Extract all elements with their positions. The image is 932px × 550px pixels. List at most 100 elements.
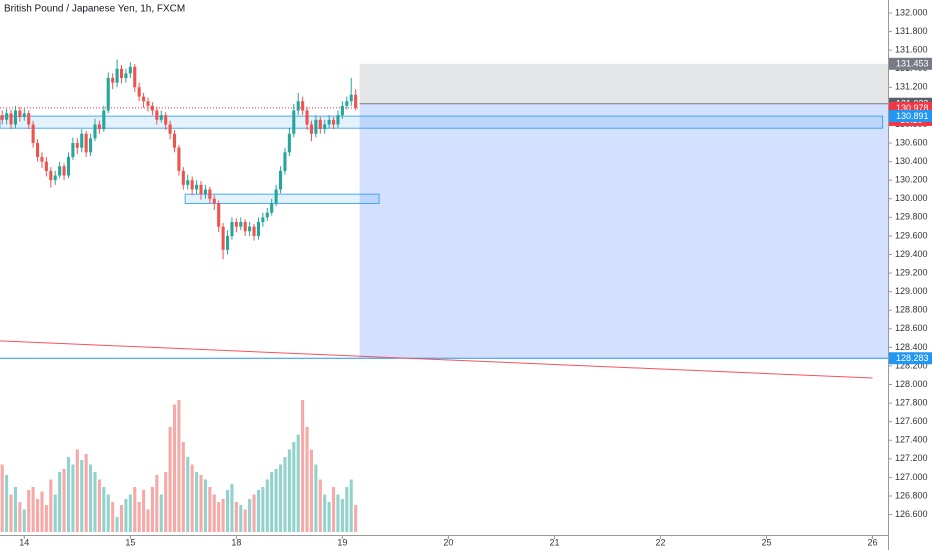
- trend-line: [0, 340, 873, 379]
- candle-body: [225, 235, 230, 250]
- volume-bar: [270, 472, 274, 532]
- candle-body: [283, 152, 287, 171]
- volume-bar: [155, 475, 159, 532]
- candle-body: [62, 166, 66, 176]
- volume-bar: [243, 509, 247, 532]
- volume-bar: [164, 472, 168, 532]
- x-tick-label: 18: [231, 537, 241, 547]
- candle-body: [203, 189, 207, 195]
- candle-body: [177, 147, 181, 171]
- volume-bar: [217, 502, 221, 532]
- candle-body: [305, 110, 309, 125]
- candle-body: [323, 124, 327, 130]
- candle-body: [243, 221, 247, 232]
- volume-bar: [36, 499, 40, 532]
- candle-body: [208, 189, 212, 199]
- candle-body: [124, 73, 128, 79]
- volume-bar: [66, 457, 71, 532]
- volume-bar: [305, 427, 309, 532]
- volume-bar: [137, 502, 141, 532]
- volume-bar: [133, 487, 137, 532]
- volume-bar: [199, 475, 203, 532]
- candle-body: [146, 101, 150, 106]
- volume-bar: [159, 494, 163, 532]
- candle-body: [137, 87, 141, 97]
- y-tick-label: 131.600: [895, 45, 928, 55]
- volume-bar: [22, 509, 26, 532]
- x-tick-label: 22: [655, 537, 665, 547]
- y-tick-label: 128.000: [895, 379, 928, 389]
- candle-body: [217, 203, 221, 227]
- candle-body: [349, 94, 353, 102]
- y-tick-label: 132.000: [895, 7, 928, 17]
- volume-bar: [256, 490, 260, 532]
- volume-bar: [221, 499, 225, 532]
- y-tick-label: 130.200: [895, 175, 928, 185]
- candle-body: [155, 110, 159, 120]
- volume-bar: [53, 494, 57, 532]
- volume-bar: [318, 479, 322, 532]
- y-tick-label: 127.000: [895, 472, 928, 482]
- volume-bar: [168, 427, 172, 532]
- candle-body: [27, 113, 31, 125]
- volume-bar: [340, 499, 344, 532]
- volume-bar: [225, 490, 230, 532]
- volume-bar: [252, 494, 256, 532]
- candle-body: [106, 78, 110, 111]
- price-label: 130.891: [896, 111, 929, 121]
- y-tick-label: 130.400: [895, 156, 928, 166]
- candle-body: [181, 170, 185, 185]
- volume-bar: [265, 479, 269, 532]
- volume-bar: [327, 502, 331, 532]
- candle-body: [230, 221, 234, 236]
- volume-bar: [332, 487, 336, 532]
- volume-bar: [27, 490, 31, 532]
- y-tick-label: 128.800: [895, 305, 928, 315]
- candle-body: [336, 115, 340, 125]
- candle-body: [133, 66, 137, 88]
- candle-body: [80, 133, 84, 148]
- volume-bar: [102, 487, 106, 532]
- candle-body: [327, 119, 331, 125]
- candle-body: [278, 170, 283, 190]
- candle-body: [13, 110, 18, 125]
- y-tick-label: 130.000: [895, 193, 928, 203]
- x-tick-label: 14: [19, 537, 29, 547]
- candle-body: [186, 180, 190, 185]
- candle-body: [40, 156, 44, 162]
- volume-bar: [301, 400, 305, 532]
- y-tick-label: 130.600: [895, 137, 928, 147]
- candle-body: [256, 221, 260, 236]
- candle-body: [168, 124, 172, 134]
- volume-bar: [84, 454, 88, 532]
- plot: [0, 59, 888, 532]
- volume-bar: [31, 487, 35, 532]
- volume-bar: [208, 487, 212, 532]
- profit-zone: [359, 63, 888, 104]
- candle-body: [248, 226, 252, 232]
- volume-bar: [195, 472, 199, 532]
- candle-body: [287, 133, 291, 153]
- candle-body: [128, 66, 132, 74]
- candle-body: [314, 119, 318, 134]
- candle-body: [18, 110, 22, 118]
- candle-body: [265, 212, 269, 218]
- candle-body: [119, 68, 124, 79]
- candle-body: [102, 110, 106, 130]
- y-tick-label: 126.600: [895, 509, 928, 519]
- candle-body: [195, 184, 199, 190]
- y-tick-label: 127.600: [895, 416, 928, 426]
- y-tick-label: 128.400: [895, 342, 928, 352]
- volume-bar: [278, 464, 283, 532]
- zone: [184, 193, 380, 204]
- candle-body: [239, 221, 243, 227]
- candle-body: [115, 68, 119, 83]
- volume-bar: [248, 499, 252, 532]
- candle-body: [31, 124, 35, 144]
- volume-bar: [287, 449, 291, 532]
- volume-bar: [292, 442, 296, 532]
- candle-body: [318, 119, 322, 130]
- candle-body: [22, 113, 26, 118]
- candle-body: [142, 96, 146, 102]
